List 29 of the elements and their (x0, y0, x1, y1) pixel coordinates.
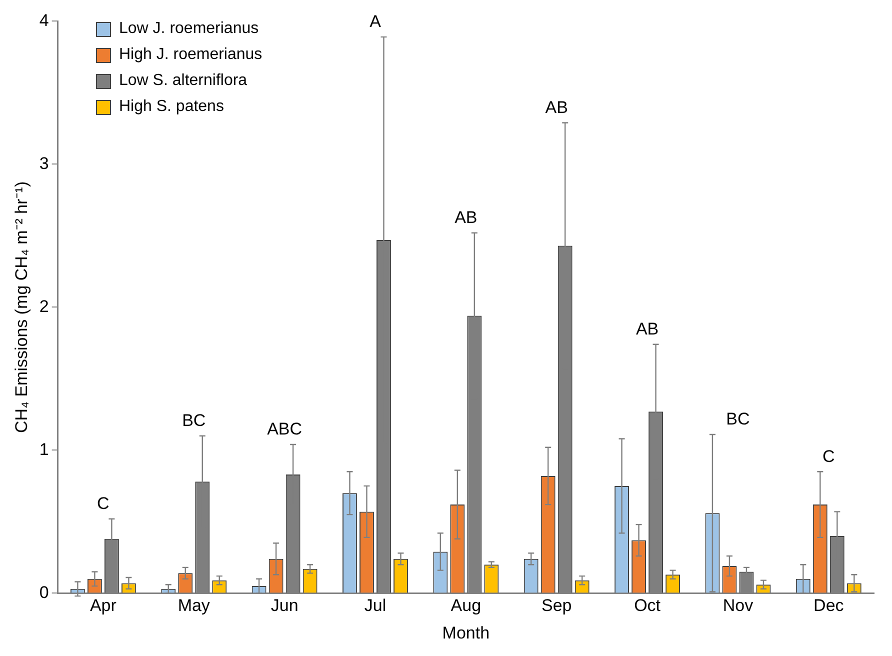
y-tick-label: 1 (39, 440, 49, 459)
y-axis-title: CH₄ Emissions (mg CH₄ m⁻² hr⁻¹) (12, 181, 31, 434)
legend-label: High J. roemerianus (119, 45, 262, 65)
x-tick-label: Jun (270, 596, 298, 616)
x-tick-label: Nov (722, 596, 754, 616)
annotation: ABC (267, 420, 302, 439)
y-tick-label: 2 (39, 296, 49, 316)
x-tick-label: Jul (364, 596, 386, 616)
legend-label: Low J. roemerianus (119, 19, 259, 39)
y-tick-label: 0 (39, 582, 49, 602)
annotation: C (97, 494, 110, 514)
x-axis-title: Month (442, 623, 490, 642)
x-tick-label: Dec (814, 596, 844, 616)
x-tick-label: Apr (90, 596, 117, 616)
x-tick-label: Aug (450, 596, 482, 616)
annotation: BC (726, 410, 750, 429)
annotation: C (822, 446, 835, 466)
annotation: BC (182, 411, 206, 430)
legend-label: High S. patens (119, 97, 224, 117)
annotation: AB (545, 98, 568, 117)
x-tick-label: May (178, 596, 210, 616)
legend-label: Low S. alterniflora (119, 71, 248, 91)
annotation: A (370, 12, 382, 32)
x-tick-label: Oct (634, 596, 661, 616)
y-tick-label: 4 (39, 10, 49, 30)
x-tick-label: Sep (541, 596, 572, 616)
annotation: AB (454, 208, 478, 228)
annotation: AB (636, 320, 659, 339)
y-tick-label: 3 (39, 154, 49, 173)
